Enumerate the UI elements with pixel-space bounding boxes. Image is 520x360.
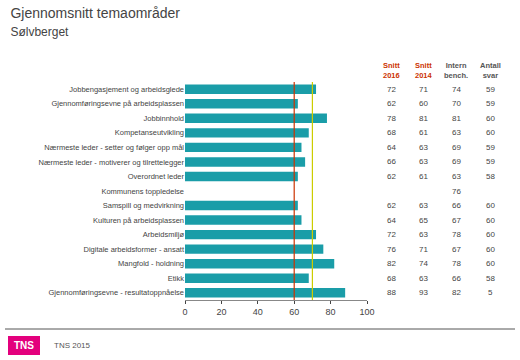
- svg-text:61: 61: [419, 172, 428, 181]
- svg-text:Kulturen på arbeidsplassen: Kulturen på arbeidsplassen: [93, 216, 184, 225]
- svg-text:74: 74: [419, 259, 428, 268]
- svg-text:72: 72: [387, 230, 396, 239]
- svg-text:Jobbengasjement og arbeidsgled: Jobbengasjement og arbeidsglede: [69, 85, 184, 94]
- svg-text:64: 64: [387, 143, 396, 152]
- svg-text:60: 60: [486, 114, 495, 123]
- svg-text:67: 67: [452, 216, 461, 225]
- svg-text:66: 66: [452, 201, 461, 210]
- svg-text:93: 93: [419, 288, 428, 297]
- svg-text:Antallsvar: Antallsvar: [480, 61, 501, 80]
- svg-text:65: 65: [419, 216, 428, 225]
- svg-text:60: 60: [289, 307, 299, 317]
- svg-text:78: 78: [387, 114, 396, 123]
- svg-text:60: 60: [486, 230, 495, 239]
- svg-text:62: 62: [387, 99, 396, 108]
- svg-text:60: 60: [419, 99, 428, 108]
- svg-text:Gjennomføringsevne - resultato: Gjennomføringsevne - resultatoppnåelse: [49, 288, 185, 297]
- svg-text:40: 40: [253, 307, 263, 317]
- svg-text:100: 100: [359, 307, 374, 317]
- svg-text:59: 59: [486, 157, 495, 166]
- svg-text:74: 74: [452, 85, 461, 94]
- svg-text:60: 60: [486, 245, 495, 254]
- svg-text:Gjennomsnitt temaområderSølvbe: Gjennomsnitt temaområderSølvberget: [10, 5, 180, 39]
- svg-text:76: 76: [452, 187, 461, 196]
- svg-text:71: 71: [419, 85, 428, 94]
- svg-text:62: 62: [387, 201, 396, 210]
- svg-text:69: 69: [452, 143, 461, 152]
- svg-text:63: 63: [452, 128, 461, 137]
- svg-text:Overordnet leder: Overordnet leder: [128, 172, 185, 181]
- svg-text:68: 68: [387, 274, 396, 283]
- svg-text:60: 60: [486, 201, 495, 210]
- svg-text:5: 5: [488, 288, 493, 297]
- svg-text:Snitt2016: Snitt2016: [383, 61, 400, 80]
- svg-text:Mangfold - holdning: Mangfold - holdning: [118, 259, 184, 268]
- svg-text:66: 66: [452, 274, 461, 283]
- svg-text:TNS: TNS: [14, 340, 34, 351]
- svg-text:59: 59: [486, 99, 495, 108]
- svg-text:Kompetanseutvikling: Kompetanseutvikling: [115, 128, 184, 137]
- svg-text:58: 58: [486, 274, 495, 283]
- svg-text:Nærmeste leder - setter og føl: Nærmeste leder - setter og følger opp må…: [44, 143, 184, 152]
- svg-text:60: 60: [486, 259, 495, 268]
- svg-text:64: 64: [387, 216, 396, 225]
- svg-text:69: 69: [452, 157, 461, 166]
- svg-text:63: 63: [419, 201, 428, 210]
- svg-text:81: 81: [419, 114, 428, 123]
- svg-text:76: 76: [387, 245, 396, 254]
- svg-text:Samspill og medvirkning: Samspill og medvirkning: [103, 201, 184, 210]
- svg-text:Gjennomføringsevne på arbeidsp: Gjennomføringsevne på arbeidsplassen: [51, 99, 184, 108]
- svg-text:72: 72: [387, 85, 396, 94]
- svg-text:62: 62: [387, 172, 396, 181]
- svg-text:63: 63: [419, 230, 428, 239]
- svg-text:88: 88: [387, 288, 396, 297]
- svg-text:60: 60: [486, 216, 495, 225]
- svg-text:63: 63: [419, 157, 428, 166]
- svg-text:Etikk: Etikk: [168, 274, 185, 283]
- svg-text:Nærmeste leder - motiverer og: Nærmeste leder - motiverer og tilrettele…: [39, 158, 185, 167]
- svg-text:66: 66: [387, 157, 396, 166]
- svg-text:78: 78: [452, 230, 461, 239]
- svg-text:67: 67: [452, 245, 461, 254]
- svg-text:82: 82: [452, 288, 461, 297]
- svg-text:Arbeidsmiljø: Arbeidsmiljø: [143, 230, 185, 239]
- svg-text:Digitale arbeidsformer - ansat: Digitale arbeidsformer - ansatt: [84, 245, 185, 254]
- svg-text:Internbench.: Internbench.: [444, 61, 468, 80]
- svg-text:63: 63: [452, 172, 461, 181]
- svg-text:81: 81: [452, 114, 461, 123]
- svg-text:70: 70: [452, 99, 461, 108]
- svg-text:Snitt2014: Snitt2014: [415, 61, 433, 80]
- svg-text:Jobbinnhold: Jobbinnhold: [144, 114, 184, 123]
- svg-text:TNS 2015: TNS 2015: [54, 341, 91, 350]
- svg-text:58: 58: [486, 172, 495, 181]
- svg-text:59: 59: [486, 85, 495, 94]
- svg-text:63: 63: [419, 143, 428, 152]
- svg-text:68: 68: [387, 128, 396, 137]
- svg-text:71: 71: [419, 245, 428, 254]
- svg-text:82: 82: [387, 259, 396, 268]
- svg-text:78: 78: [452, 259, 461, 268]
- svg-text:60: 60: [486, 128, 495, 137]
- svg-text:0: 0: [182, 307, 187, 317]
- svg-text:61: 61: [419, 128, 428, 137]
- svg-text:63: 63: [419, 274, 428, 283]
- svg-text:59: 59: [486, 143, 495, 152]
- svg-text:20: 20: [216, 307, 226, 317]
- svg-text:80: 80: [326, 307, 336, 317]
- svg-text:Kommunens toppledelse: Kommunens toppledelse: [101, 187, 184, 196]
